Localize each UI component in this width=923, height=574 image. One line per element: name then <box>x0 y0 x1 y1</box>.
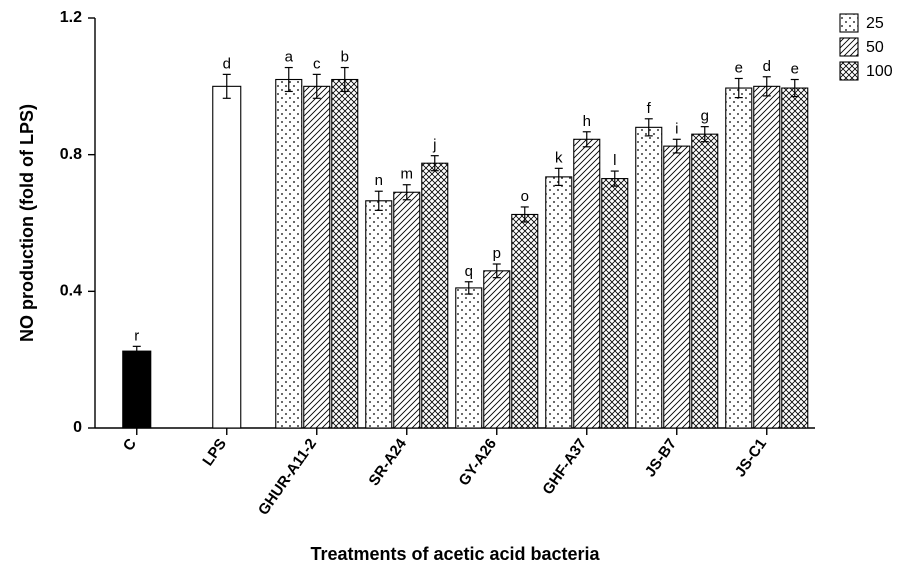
significance-letter: r <box>134 327 139 344</box>
x-tick-label: JS-C1 <box>732 436 770 481</box>
significance-letter: g <box>701 108 709 125</box>
x-tick-label: GY-A26 <box>456 436 501 489</box>
significance-letter: o <box>521 188 529 205</box>
significance-letter: j <box>432 137 436 154</box>
bar <box>602 179 628 428</box>
legend-label: 100 <box>866 63 893 80</box>
bar <box>456 288 482 428</box>
significance-letter: d <box>763 58 771 75</box>
x-tick-labels: C LPS GHUR-A11-2 SR-A24 GY-A26 GHF-A37 JS-B7 JS… <box>120 435 770 518</box>
significance-letter: d <box>223 55 231 72</box>
legend-label: 25 <box>866 15 884 32</box>
bar <box>726 88 752 428</box>
significance-letter: q <box>465 263 473 280</box>
bar <box>332 80 358 429</box>
bar <box>422 163 448 428</box>
x-tick-label: LPS <box>199 436 230 470</box>
significance-letter: n <box>375 172 383 189</box>
bar <box>304 86 330 428</box>
x-tick-label: JS-B7 <box>642 436 680 481</box>
x-tick-label: GHF-A37 <box>539 436 590 498</box>
bar <box>366 201 392 428</box>
legend-label: 50 <box>866 39 884 56</box>
y-tick-label: 0.4 <box>60 283 82 300</box>
x-tick-label: SR-A24 <box>366 435 411 489</box>
significance-letter: e <box>791 61 799 78</box>
bar <box>782 88 808 428</box>
bar <box>546 177 572 428</box>
y-tick-label: 0 <box>73 419 82 436</box>
y-tick-labels: 0 0.4 0.8 1.2 <box>60 9 82 436</box>
x-tick-label: C <box>120 435 140 454</box>
significance-letter: f <box>647 100 652 117</box>
significance-letter: i <box>675 120 678 137</box>
significance-letter: h <box>583 113 591 130</box>
bar <box>664 146 690 428</box>
significance-letter: l <box>613 152 616 169</box>
legend-swatch <box>840 62 858 80</box>
significance-letter: p <box>493 245 501 262</box>
bar <box>276 80 302 429</box>
bar <box>123 351 151 428</box>
no-production-bar-chart: r d a c b n m j q p o k h l f i g e d e C LPS GHUR-A11-2 SR-A2… <box>0 0 923 574</box>
x-tick-label: GHUR-A11-2 <box>255 436 320 519</box>
legend-swatch <box>840 38 858 56</box>
y-tick-label: 1.2 <box>60 9 82 26</box>
bar <box>484 271 510 428</box>
y-axis-label: NO production (fold of LPS) <box>17 104 37 342</box>
bar <box>213 86 241 428</box>
bar <box>636 127 662 428</box>
significance-letter: b <box>341 49 349 66</box>
y-tick-label: 0.8 <box>60 146 82 163</box>
significance-letter: k <box>555 149 563 166</box>
legend-swatch <box>840 14 858 32</box>
significance-letter: m <box>401 166 414 183</box>
legend: 25 50 100 <box>840 14 893 80</box>
bar <box>394 192 420 428</box>
x-axis-label: Treatments of acetic acid bacteria <box>310 544 600 564</box>
significance-letter: e <box>735 59 743 76</box>
bar <box>574 139 600 428</box>
significance-letter: a <box>285 49 294 66</box>
bar <box>512 214 538 428</box>
bar <box>754 86 780 428</box>
significance-letter: c <box>313 55 321 72</box>
bar <box>692 134 718 428</box>
